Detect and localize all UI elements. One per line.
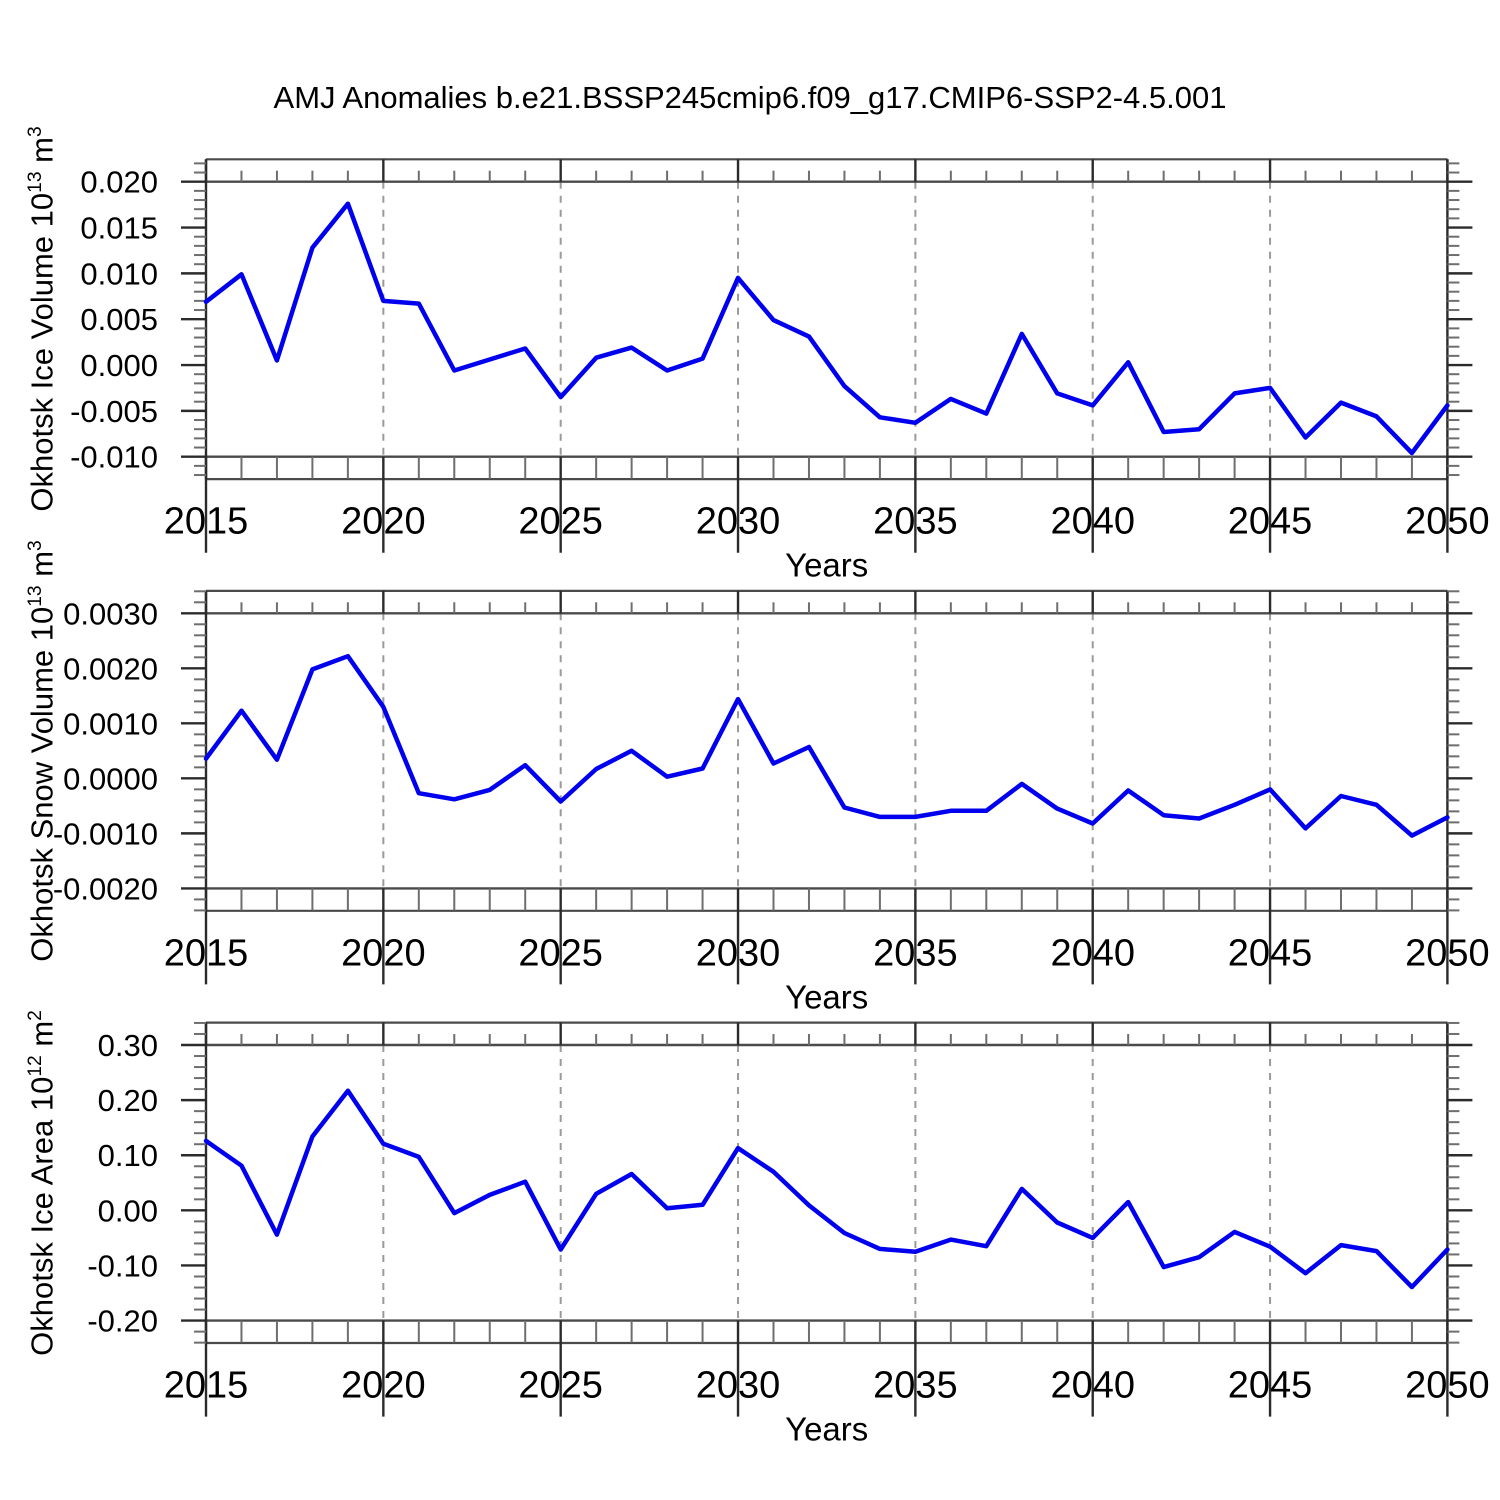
- x-tick-label: 2040: [1050, 932, 1135, 974]
- chart-title: AMJ Anomalies b.e21.BSSP245cmip6.f09_g17…: [273, 80, 1227, 115]
- x-tick-label: 2050: [1405, 501, 1490, 543]
- x-tick-label: 2045: [1228, 501, 1313, 543]
- x-tick-label: 2045: [1228, 932, 1313, 974]
- x-tick-label: 2020: [341, 932, 426, 974]
- x-tick-label: 2025: [518, 932, 603, 974]
- y-tick-label: 0.30: [98, 1028, 158, 1063]
- x-tick-label: 2045: [1228, 1365, 1313, 1407]
- y-tick-label: 0.20: [98, 1083, 158, 1118]
- x-axis-label: Years: [785, 1411, 868, 1448]
- x-tick-label: 2020: [341, 1365, 426, 1407]
- y-tick-label: -0.20: [87, 1304, 158, 1339]
- y-tick-label: 0.0010: [63, 706, 158, 741]
- x-tick-label: 2015: [164, 932, 249, 974]
- y-tick-label: 0.10: [98, 1138, 158, 1173]
- y-tick-label: -0.005: [70, 394, 158, 429]
- x-tick-label: 2035: [873, 1365, 958, 1407]
- data-line-snow-volume: [203, 653, 1450, 838]
- y-tick-label: 0.0030: [63, 596, 158, 631]
- y-tick-label: -0.0020: [53, 871, 158, 906]
- data-line-ice-area: [203, 1088, 1450, 1290]
- x-tick-label: 2050: [1405, 932, 1490, 974]
- x-tick-label: 2035: [873, 501, 958, 543]
- x-tick-label: 2030: [696, 1365, 781, 1407]
- y-tick-label: 0.020: [80, 165, 158, 200]
- x-tick-label: 2050: [1405, 1365, 1490, 1407]
- x-tick-label: 2020: [341, 501, 426, 543]
- y-tick-label: -0.0010: [53, 816, 158, 851]
- y-tick-label: 0.000: [80, 348, 158, 383]
- x-tick-label: 2035: [873, 932, 958, 974]
- y-tick-label: -0.010: [70, 440, 158, 475]
- y-tick-label: 0.0000: [63, 761, 158, 796]
- x-tick-label: 2025: [518, 501, 603, 543]
- y-tick-label: -0.10: [87, 1248, 158, 1283]
- x-axis-label: Years: [785, 978, 868, 1015]
- y-tick-label: 0.015: [80, 211, 158, 246]
- x-tick-label: 2040: [1050, 501, 1135, 543]
- x-tick-label: 2030: [696, 501, 781, 543]
- y-tick-label: 0.0020: [63, 651, 158, 686]
- x-tick-label: 2030: [696, 932, 781, 974]
- y-tick-label: 0.010: [80, 256, 158, 291]
- y-tick-label: 0.00: [98, 1193, 158, 1228]
- data-line-ice-volume: [203, 201, 1450, 456]
- x-tick-label: 2025: [518, 1365, 603, 1407]
- x-tick-label: 2015: [164, 501, 249, 543]
- x-tick-label: 2015: [164, 1365, 249, 1407]
- y-tick-label: 0.005: [80, 302, 158, 337]
- x-axis-label: Years: [785, 547, 868, 584]
- x-tick-label: 2040: [1050, 1365, 1135, 1407]
